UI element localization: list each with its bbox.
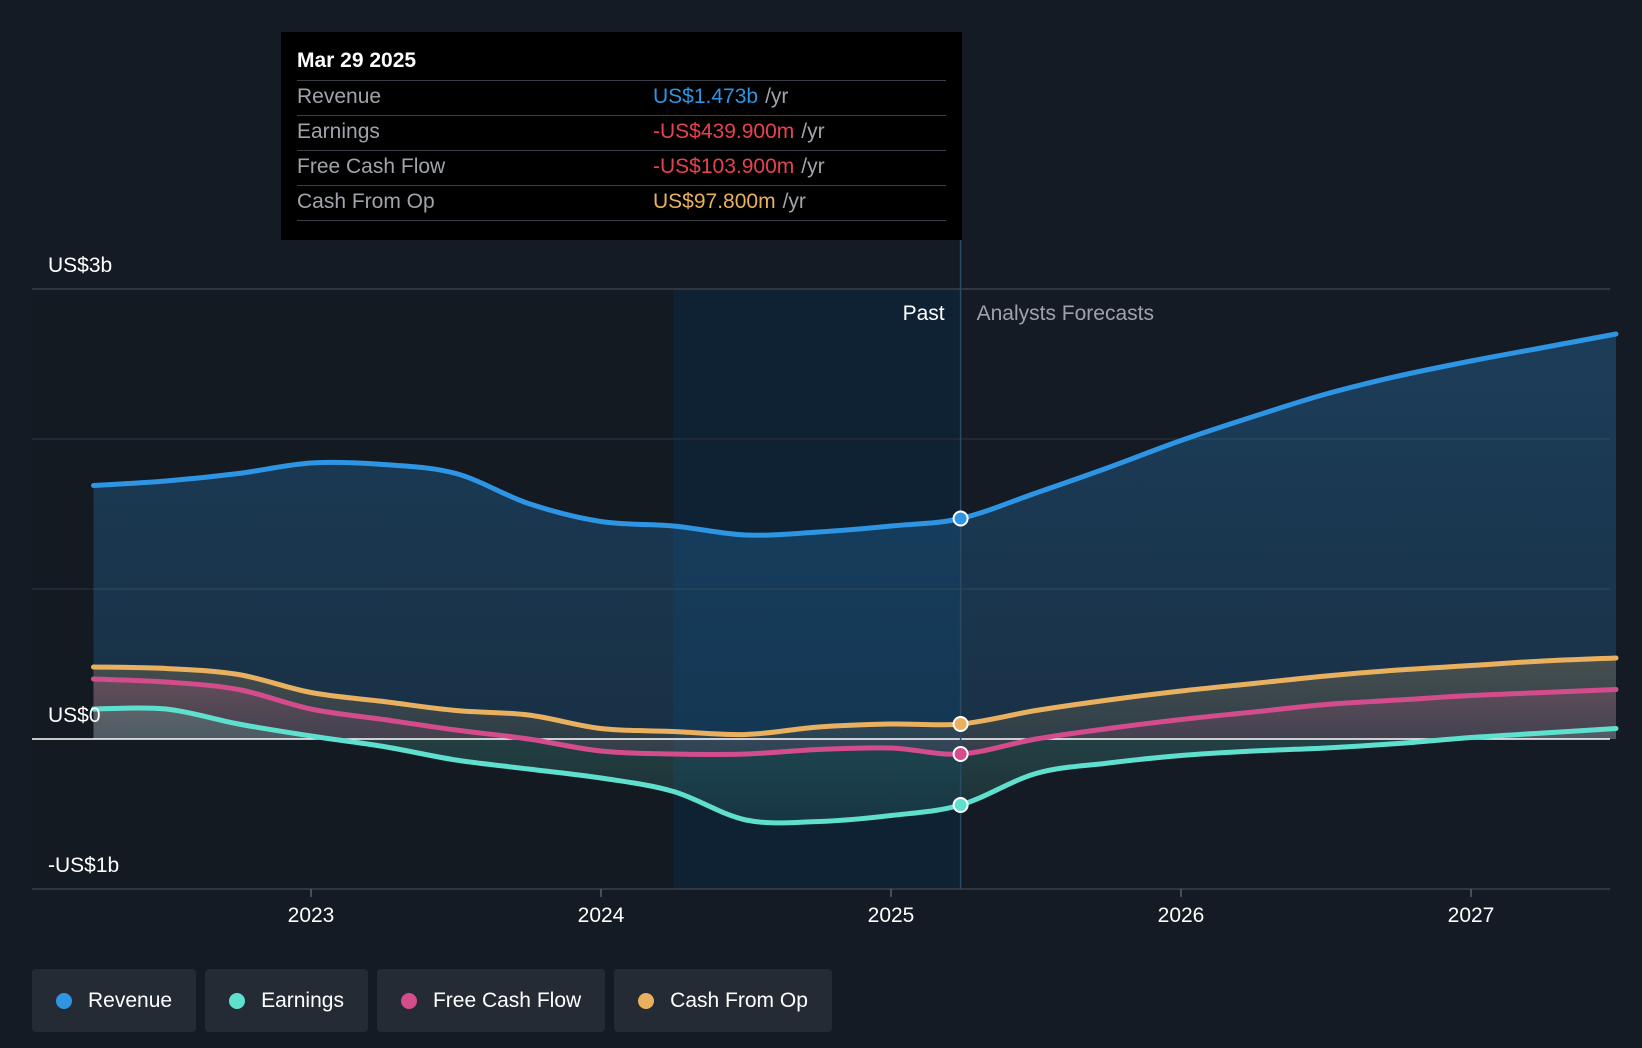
cash-from-op-point [952, 716, 969, 732]
earnings-point [952, 797, 969, 813]
tooltip-row-free-cash-flow: Free Cash Flow -US$103.900m /yr [297, 150, 946, 185]
tooltip-row-earnings: Earnings -US$439.900m /yr [297, 115, 946, 150]
tooltip-unit: /yr [765, 85, 789, 108]
revenue-area [93, 334, 1616, 739]
tooltip-label: Revenue [297, 85, 382, 108]
legend-item-free-cash-flow[interactable]: Free Cash Flow [376, 969, 606, 1032]
y-tick-label: US$0 [48, 704, 101, 727]
free-cash-flow-line [91, 676, 1619, 757]
tooltip-row-revenue: Revenue US$1.473b /yr [297, 80, 946, 115]
tooltip-unit: /yr [801, 155, 825, 178]
tooltip-label: Earnings [297, 120, 380, 143]
tooltip-label: Free Cash Flow [297, 155, 446, 178]
legend-dot-icon [229, 992, 246, 1009]
revenue-line [91, 331, 1619, 538]
legend-item-revenue[interactable]: Revenue [32, 969, 197, 1032]
tooltip-value: -US$103.900m [653, 155, 795, 178]
legend-label: Revenue [88, 988, 173, 1012]
legend-item-cash-from-op[interactable]: Cash From Op [614, 969, 832, 1032]
tooltip-value: US$97.800m [653, 190, 776, 213]
tooltip-unit: /yr [782, 190, 806, 213]
x-tick-label: 2025 [868, 904, 915, 927]
x-tick-label: 2026 [1158, 904, 1205, 927]
earnings-line [91, 705, 1619, 826]
tooltip-row-cash-from-op: Cash From Op US$97.800m /yr [297, 185, 946, 221]
legend-label: Free Cash Flow [432, 988, 582, 1012]
legend-item-earnings[interactable]: Earnings [205, 969, 368, 1032]
free-cash-flow-point [952, 746, 969, 762]
past-label: Past [903, 302, 945, 325]
tooltip-unit: /yr [801, 120, 825, 143]
tooltip: Mar 29 2025 Revenue US$1.473b /yr Earnin… [281, 32, 962, 240]
tooltip-value: -US$439.900m [653, 120, 795, 143]
legend-dot-icon [56, 992, 72, 1009]
x-tick-label: 2024 [578, 904, 625, 927]
legend-dot-icon [400, 992, 417, 1009]
earnings-area [93, 707, 1616, 823]
x-tick-label: 2027 [1448, 904, 1495, 927]
tooltip-date: Mar 29 2025 [297, 49, 417, 72]
legend-dot-icon [638, 992, 655, 1009]
y-tick-label: -US$1b [48, 854, 119, 877]
legend-label: Earnings [261, 988, 344, 1012]
x-tick-label: 2023 [288, 904, 335, 927]
legend-label: Cash From Op [670, 988, 808, 1012]
revenue-point [952, 510, 969, 527]
cash-from-op-area [93, 658, 1616, 739]
tooltip-label: Cash From Op [297, 190, 435, 213]
forecast-label: Analysts Forecasts [977, 302, 1154, 325]
tooltip-value: US$1.473b [653, 85, 759, 108]
cash-from-op-line [91, 655, 1619, 738]
legend: Revenue Earnings Free Cash Flow Cash Fro… [32, 969, 832, 1032]
y-tick-label: US$3b [48, 254, 112, 277]
